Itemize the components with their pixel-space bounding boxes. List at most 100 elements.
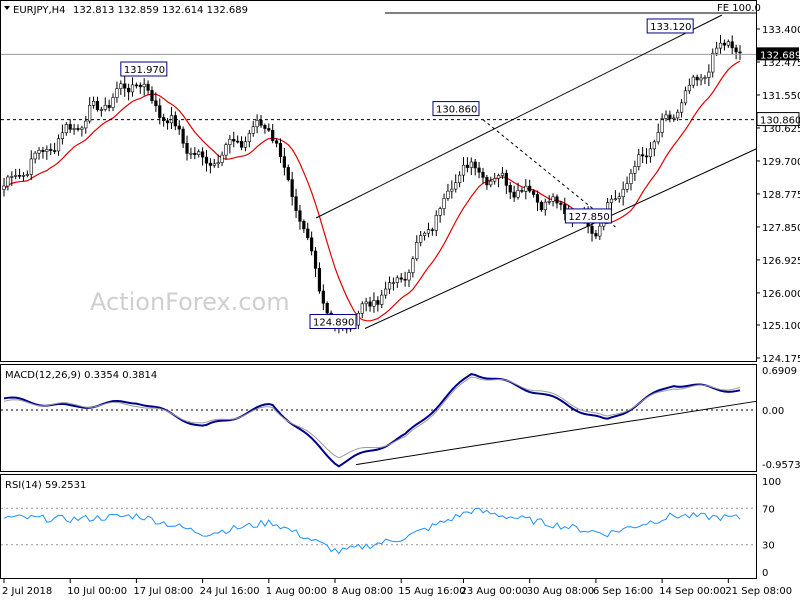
candle-body xyxy=(321,290,325,304)
candle-body xyxy=(730,41,734,49)
candle-body xyxy=(49,149,53,151)
rsi-tick-label: 0 xyxy=(762,568,768,579)
x-tick-label: 24 Jul 16:00 xyxy=(200,586,260,597)
price-label-box xyxy=(120,61,168,77)
candle-body xyxy=(99,109,103,111)
candle-body xyxy=(715,47,719,54)
candle-body xyxy=(80,127,84,130)
current-price-text: 132.689 xyxy=(760,50,800,61)
candle-body xyxy=(243,141,248,148)
candle-body xyxy=(76,128,80,130)
candle-body xyxy=(10,176,14,178)
macd-line xyxy=(3,373,741,468)
rsi-tick-label: 70 xyxy=(762,504,775,515)
candle-body xyxy=(641,154,645,157)
candle-body xyxy=(103,104,107,110)
rsi-layer xyxy=(1,507,756,555)
candle-body xyxy=(598,225,602,237)
candle-body xyxy=(442,198,446,209)
candle-body xyxy=(426,229,431,234)
candle-body xyxy=(193,152,197,156)
y-tick-label: 131.550 xyxy=(762,91,800,102)
candle-body xyxy=(84,120,88,129)
candle-body xyxy=(41,149,45,152)
candle-body xyxy=(263,125,267,129)
candle-body xyxy=(45,149,49,152)
candle-body xyxy=(679,102,684,113)
level-price-text: 130.860 xyxy=(760,116,800,127)
candle-body xyxy=(294,196,298,212)
candle-body xyxy=(512,191,516,198)
candle-body xyxy=(629,172,633,184)
candle-body xyxy=(142,83,146,88)
candle-body xyxy=(399,277,403,280)
candle-body xyxy=(204,156,209,164)
candle-body xyxy=(652,141,656,150)
candle-body xyxy=(232,138,236,142)
candle-body xyxy=(415,242,419,260)
candle-body xyxy=(33,152,37,160)
y-tick-label: 126.925 xyxy=(762,256,800,267)
candle-body xyxy=(411,258,415,273)
candle-body xyxy=(356,313,360,326)
rsi-panel xyxy=(0,474,757,579)
candle-body xyxy=(368,301,372,307)
candle-body xyxy=(146,83,150,91)
candle-body xyxy=(274,140,279,144)
macd-title: MACD(12,26,9) 0.3354 0.3814 xyxy=(5,370,157,381)
candle-body xyxy=(282,156,286,168)
candle-body xyxy=(111,97,115,108)
x-tick-label: 15 Aug 16:00 xyxy=(398,586,465,597)
candle-body xyxy=(158,105,162,118)
candle-body xyxy=(446,190,450,199)
candle-body xyxy=(91,100,96,106)
rsi-tick-label: 100 xyxy=(762,477,781,488)
candle-body xyxy=(64,124,68,134)
candle-body xyxy=(29,158,33,175)
candle-body xyxy=(528,185,532,192)
candle-body xyxy=(687,84,691,92)
candle-body xyxy=(228,138,232,145)
price-label: 131.970 xyxy=(124,65,165,76)
price-label-box xyxy=(432,101,480,117)
current-price-tag xyxy=(757,47,799,61)
candle-body xyxy=(2,185,6,190)
candle-body xyxy=(613,198,617,201)
candle-body xyxy=(185,143,189,154)
candle-body xyxy=(313,250,318,269)
candle-body xyxy=(181,128,185,144)
candle-body xyxy=(625,183,629,190)
x-tick-label: 10 Jul 00:00 xyxy=(67,586,127,597)
candle-body xyxy=(504,172,508,186)
candle-body xyxy=(473,161,477,169)
candle-body xyxy=(738,51,742,54)
candle-body xyxy=(14,175,18,177)
candle-body xyxy=(208,162,212,166)
candle-body xyxy=(37,149,41,154)
candle-body xyxy=(520,190,524,192)
macd-signal-line xyxy=(3,376,741,459)
candle-body xyxy=(360,303,364,314)
x-tick-label: 23 Aug 00:00 xyxy=(461,586,528,597)
candle-body xyxy=(271,129,275,142)
rsi-line xyxy=(3,507,741,555)
candle-body xyxy=(88,105,92,122)
candle-body xyxy=(53,150,57,152)
candle-body xyxy=(633,166,637,174)
candle-body xyxy=(278,142,283,157)
symbol-label: EURJPY,H4 xyxy=(13,5,66,16)
candle-body xyxy=(422,232,427,236)
candle-body xyxy=(722,42,727,46)
candle-body xyxy=(434,214,438,231)
candle-body xyxy=(543,201,547,211)
candle-body xyxy=(150,90,154,102)
price-layer: FE 100.0 131.970 124.890 130.860 127.850 133.… xyxy=(1,3,761,334)
y-tick-label: 132.475 xyxy=(762,58,800,69)
candle-body xyxy=(68,124,72,130)
y-tick-label: 133.400 xyxy=(762,25,800,36)
candle-body xyxy=(391,282,396,284)
candle-body xyxy=(734,47,738,53)
candle-body xyxy=(458,174,462,184)
candle-body xyxy=(267,128,271,131)
